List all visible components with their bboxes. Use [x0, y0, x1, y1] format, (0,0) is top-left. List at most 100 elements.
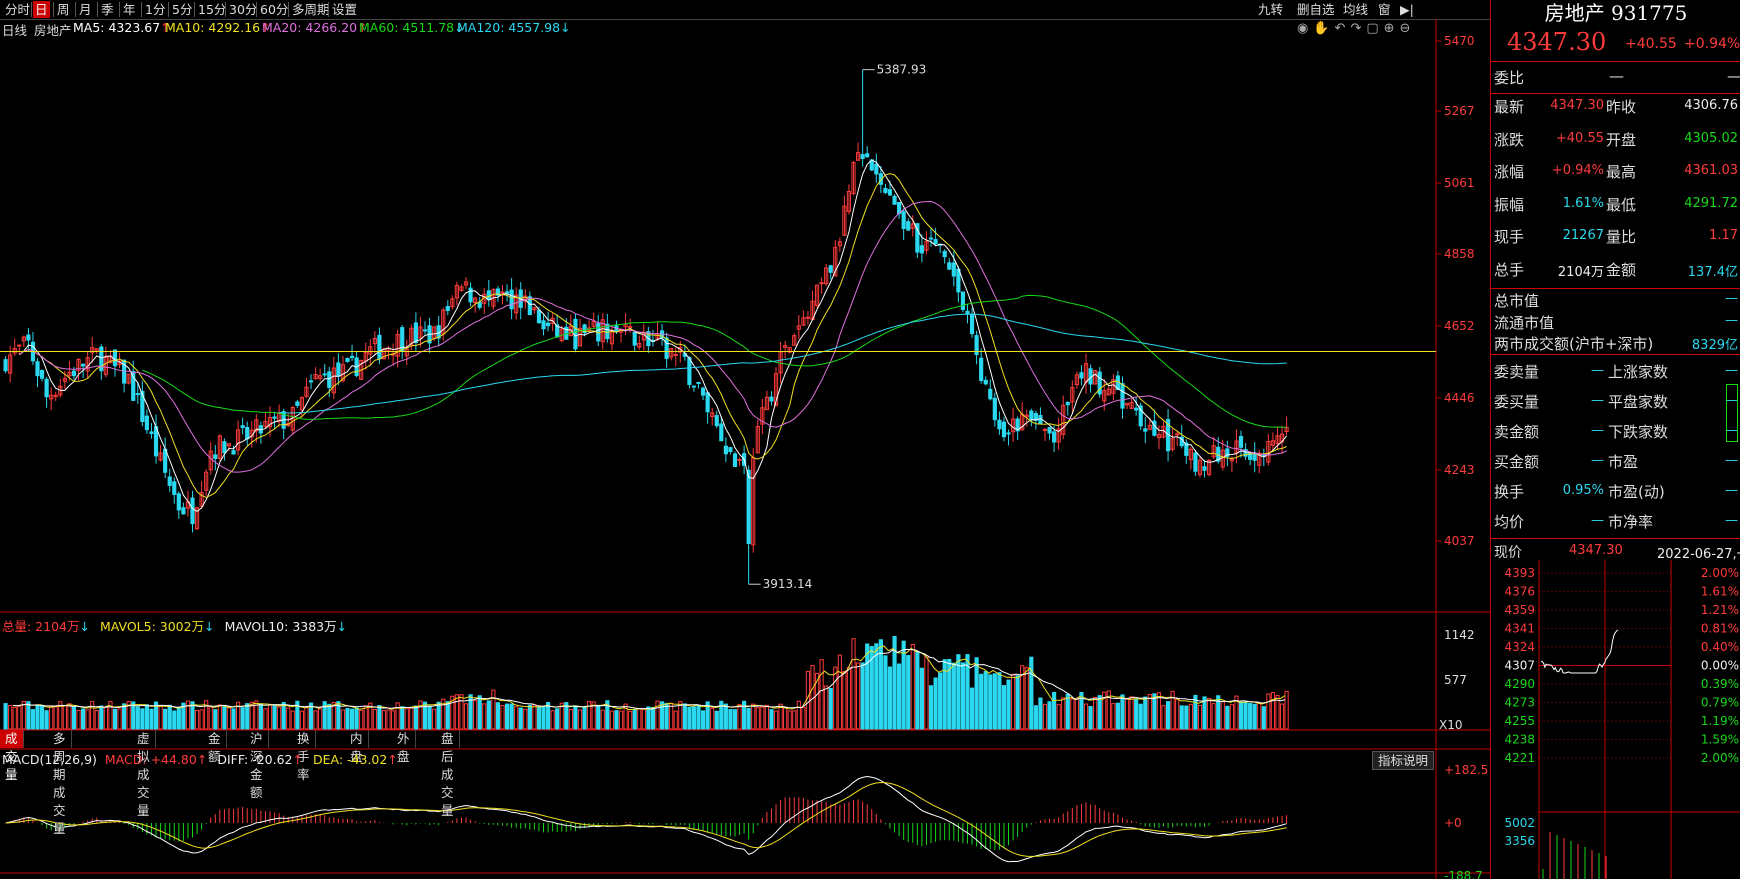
candle-body [318, 375, 323, 379]
volume-bar [217, 704, 222, 730]
volume-tab[interactable]: 外盘 [392, 730, 416, 764]
volume-bar [527, 704, 532, 730]
candle-body [691, 385, 697, 388]
mini-pct-label: 1.19% [1701, 714, 1739, 728]
volume-bar [942, 659, 947, 730]
volume-tab[interactable]: 多周期成交量 [48, 730, 72, 836]
volume-bar [49, 705, 54, 730]
zoom-out-icon[interactable]: ⊖ [1399, 21, 1416, 36]
candle-body [1207, 459, 1212, 476]
quote-value: 1.61% [1562, 195, 1604, 211]
period-tab[interactable]: 1分 [145, 2, 166, 17]
period-tab[interactable]: 多周期 [292, 2, 330, 17]
volume-bar [381, 709, 387, 730]
volume-tab[interactable]: 盘后成交量 [436, 730, 460, 818]
volume-bar [1257, 702, 1262, 730]
volume-bar [874, 643, 879, 730]
volume-bar [1207, 697, 1212, 730]
period-tab[interactable]: 周 [57, 2, 70, 17]
quote-value: 2104万 [1557, 264, 1604, 280]
candle-body [176, 493, 181, 511]
period-tab[interactable]: 60分 [260, 2, 289, 17]
volume-tab[interactable]: 内盘 [345, 730, 369, 764]
quote-value: +40.55 [1555, 130, 1604, 146]
period-tab[interactable]: 季 [101, 2, 114, 17]
period-tab[interactable]: 15分 [198, 2, 227, 17]
depth-value: — [1725, 423, 1738, 438]
volume-bar [112, 708, 118, 730]
volume-bar [204, 700, 209, 730]
lock-icon[interactable]: ▢ [1366, 21, 1384, 36]
period-tab[interactable]: 分时 [5, 2, 31, 17]
volume-bar [181, 702, 186, 730]
volume-bar [1197, 704, 1203, 730]
volume-bar [1111, 703, 1116, 730]
candle-body [1266, 441, 1271, 463]
volume-bar [628, 710, 633, 730]
volume-bar [67, 703, 72, 730]
expand-icon[interactable]: ▶| [1400, 2, 1414, 17]
zoom-in-icon[interactable]: ⊕ [1383, 21, 1400, 36]
hand-icon[interactable]: ✋ [1313, 21, 1335, 36]
volume-bar [1188, 703, 1193, 730]
volume-tab[interactable]: 成交量 [0, 730, 24, 782]
candle-body [331, 367, 336, 394]
scroll-indicator[interactable] [1726, 384, 1738, 442]
index-name: 房地产 [34, 23, 72, 38]
volume-bar [960, 662, 966, 730]
tab-separator [31, 2, 32, 17]
volume-tab[interactable]: 沪深金额 [245, 730, 269, 800]
volume-bar [1129, 696, 1134, 730]
tab-separator [288, 2, 289, 17]
candle-body [217, 435, 222, 459]
candle-body [637, 343, 642, 348]
volume-bar [591, 701, 596, 730]
volume-bar [1033, 705, 1038, 730]
period-tab[interactable]: 年 [123, 2, 136, 17]
right-tool-button[interactable]: 窗 [1378, 2, 1391, 17]
panel-change: +40.55 [1625, 36, 1677, 52]
period-tab[interactable]: 月 [79, 2, 92, 17]
redo-icon[interactable]: ↷ [1350, 21, 1367, 36]
period-tab[interactable]: 5分 [172, 2, 193, 17]
candle-body [3, 359, 8, 372]
undo-icon[interactable]: ↶ [1334, 21, 1351, 36]
period-tab[interactable]: 设置 [332, 2, 358, 17]
candle-body [1134, 407, 1139, 411]
volume-bar [277, 706, 282, 730]
volume-tab[interactable]: 换手率 [292, 730, 316, 782]
candle-body [956, 268, 961, 293]
volume-bar [58, 701, 63, 730]
candle-body [463, 281, 469, 286]
volume-bar [1029, 656, 1034, 730]
volume-tab[interactable]: 虚拟成交量 [132, 730, 156, 818]
macd-axis-label: +0 [1444, 816, 1462, 830]
candle-body [773, 373, 779, 406]
volume-bar [240, 707, 245, 730]
volume-bar [386, 709, 391, 730]
candle-body [582, 324, 587, 334]
candle-body [1052, 431, 1057, 443]
candle-body [1143, 428, 1148, 432]
right-tool-button[interactable]: 删自选 [1297, 2, 1335, 17]
quote-label: 涨跌 [1494, 130, 1525, 149]
mini-pct-label: 0.81% [1701, 622, 1739, 636]
market-value: 8329亿 [1691, 338, 1738, 353]
intraday-mini-chart[interactable]: 4393 2.00% 4376 1.61% 4359 1.21% 4341 0.81% 4324… [1491, 560, 1740, 879]
candle-body [204, 471, 209, 491]
right-tool-button[interactable]: 九转 [1258, 2, 1284, 17]
volume-bar [1284, 690, 1289, 730]
eye-icon[interactable]: ◉ [1297, 21, 1314, 36]
volume-bar [678, 701, 683, 730]
indicator-help-button[interactable]: 指标说明 [1372, 751, 1435, 770]
right-tool-button[interactable]: 均线 [1343, 2, 1369, 17]
period-tab[interactable]: 30分 [229, 2, 258, 17]
mini-price-label: 4290 [1504, 677, 1535, 691]
period-tab[interactable]: 日 [33, 1, 50, 18]
candle-body [632, 331, 637, 346]
chart-canvas[interactable]: 5470 5267 5061 4858 4652 4446 4243 4037 5387.93 3… [0, 19, 1490, 879]
volume-bar [94, 710, 99, 730]
candle-body [545, 322, 551, 327]
volume-tab[interactable]: 金额 [203, 730, 227, 764]
volume-bar [988, 674, 993, 730]
